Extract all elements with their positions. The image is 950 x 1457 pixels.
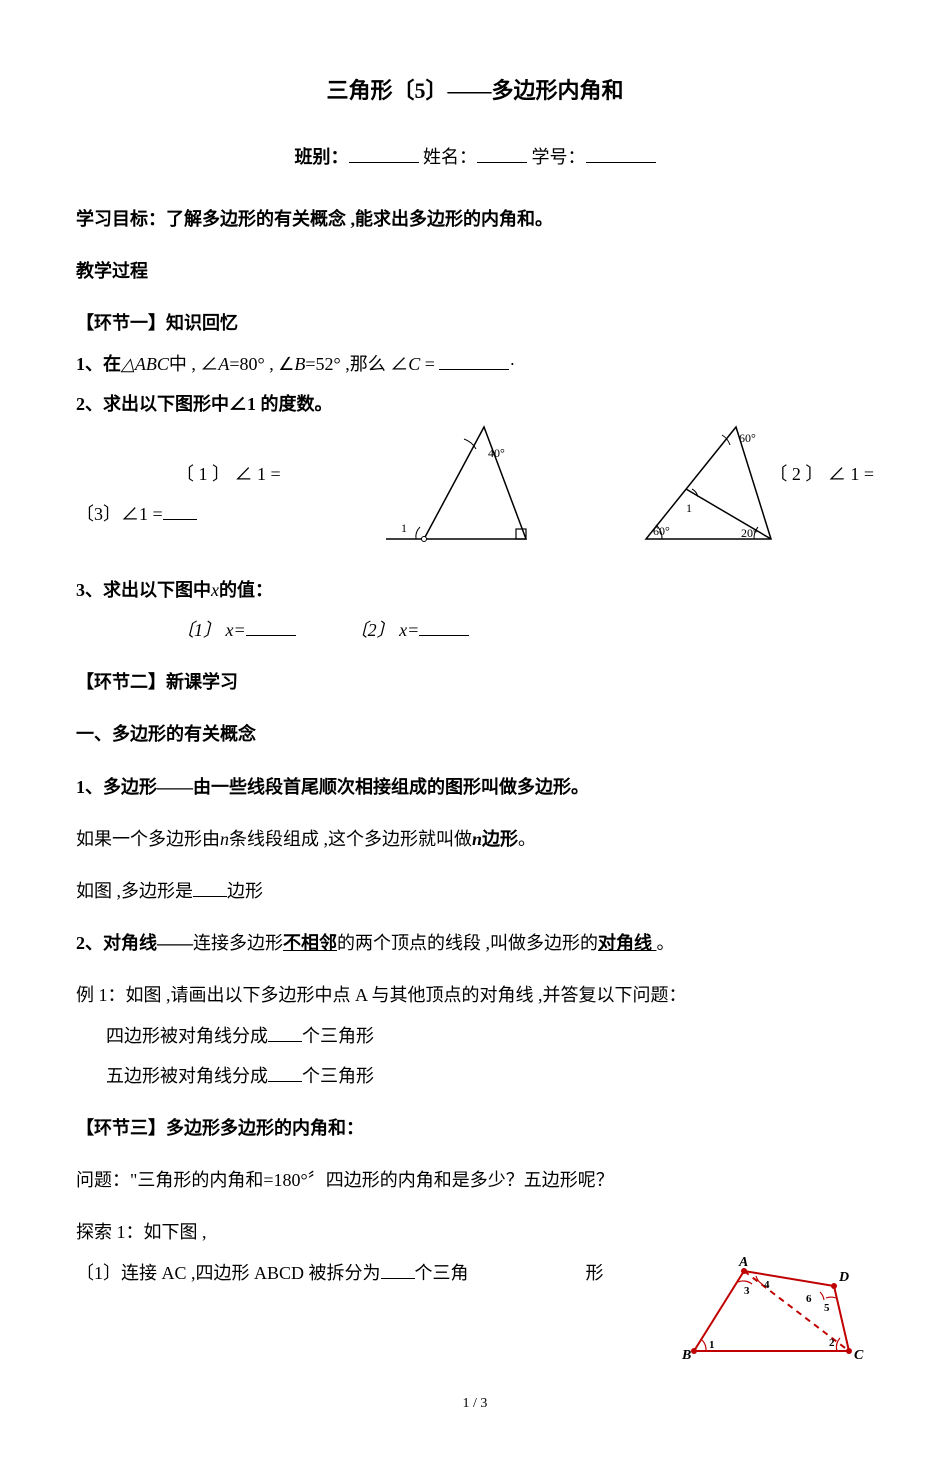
q1-tri: △ABC (121, 354, 169, 374)
q3: 3、求出以下图中x的值： (76, 573, 874, 607)
name-blank (477, 144, 527, 163)
q1-end: · (509, 354, 515, 374)
ex1b-blank (268, 1063, 302, 1082)
e1-pre: 〔1〕连接 AC ,四边形 ABCD 被拆分为 (76, 1263, 381, 1283)
q3-post: 的值： (219, 580, 273, 600)
triangle1-figure: 40° 1 (376, 417, 546, 547)
section3-heading: 【环节三】多边形多边形的内角和： (76, 1111, 874, 1145)
quad-n2: 2 (829, 1337, 835, 1349)
fig1-angle: 40° (488, 446, 505, 460)
p2-end: 。 (518, 829, 536, 849)
fig2-label1: 1 (686, 501, 692, 515)
p2-n1: n (220, 829, 229, 849)
quad-A: A (738, 1256, 748, 1270)
id-blank (586, 144, 656, 163)
p2-n2: n (472, 829, 482, 849)
q1-B: B (294, 354, 305, 374)
quad-n1: 1 (709, 1339, 715, 1351)
fig2-a60b: 60° (653, 524, 670, 538)
section2-heading: 【环节二】新课学习 (76, 665, 874, 699)
class-blank (349, 144, 419, 163)
q2-opt3-wrap: 〔3〕∠1 = (76, 497, 197, 531)
p3-post: 边形 (227, 881, 263, 901)
q3-a-blank (246, 617, 296, 636)
section1-heading: 【环节一】知识回忆 (76, 306, 874, 340)
q1-pre: 1、在 (76, 354, 121, 374)
q1-mid1: 中 , ∠ (169, 354, 219, 374)
q1-C: C (408, 354, 420, 374)
page-number: 1 / 3 (76, 1391, 874, 1418)
sec2-p2: 如果一个多边形由n条线段组成 ,这个多边形就叫做n边形。 (76, 822, 874, 856)
sec3-q: 问题："三角形的内角和=180°〞四边形的内角和是多少？五边形呢？ (76, 1163, 874, 1197)
p2-pre: 如果一个多边形由 (76, 829, 220, 849)
sec2-ex1a: 四边形被对角线分成 个三角形 (76, 1019, 874, 1053)
q2-opt3-blank (163, 501, 197, 520)
page-title: 三角形〔5〕——多边形内角和 (76, 70, 874, 112)
quad-figure-wrap: A B C D 1 2 3 4 5 6 (674, 1256, 874, 1366)
e1-post: 个三角 (415, 1263, 469, 1283)
class-label: 班别： (295, 147, 349, 167)
q3-answers: 〔1〕 x= 〔2〕 x= (76, 613, 874, 647)
q3-pre: 3、求出以下图中 (76, 580, 211, 600)
sec3-e1-row: A B C D 1 2 3 4 5 6 〔1〕连接 AC ,四边形 ABCD 被… (76, 1256, 874, 1366)
id-label: 学号： (532, 147, 586, 167)
sec2-ex1b: 五边形被对角线分成 个三角形 (76, 1059, 874, 1093)
sec2-p3: 如图 ,多边形是 边形 (76, 874, 874, 908)
p3-pre: 如图 ,多边形是 (76, 881, 193, 901)
ex1a-post: 个三角形 (302, 1026, 374, 1046)
objective: 学习目标：了解多边形的有关概念 ,能求出多边形的内角和。 (76, 202, 874, 236)
ex1b-post: 个三角形 (302, 1066, 374, 1086)
p4-c: 不相邻 (283, 933, 337, 953)
quad-B: B (681, 1348, 691, 1363)
q3-b-blank (419, 617, 469, 636)
q1-mid3: =52° ,那么 ∠ (305, 354, 408, 374)
p4-d: 的两个顶点的线段 ,叫做多边形的 (337, 933, 598, 953)
p3-blank (193, 878, 227, 897)
q3-a: 〔1〕 x= (176, 620, 246, 640)
p2-post: 边形 (482, 829, 518, 849)
q3-x: x (211, 580, 219, 600)
header-fields: 班别： 姓名： 学号： (76, 140, 874, 174)
ex1a-blank (268, 1023, 302, 1042)
fig1-label1: 1 (401, 521, 407, 535)
process-label: 教学过程 (76, 254, 874, 288)
p4-f: 。 (657, 933, 675, 953)
q1-mid2: =80° , ∠ (229, 354, 294, 374)
quad-D: D (838, 1270, 849, 1285)
quad-n5: 5 (824, 1302, 830, 1314)
q2-opt1: 〔 1 〕 ∠ 1 = (176, 457, 281, 491)
sec2-sub1: 一、多边形的有关概念 (76, 717, 874, 751)
q1-blank (439, 351, 509, 370)
sec2-p1: 1、多边形——由一些线段首尾顺次相接组成的图形叫做多边形。 (76, 770, 874, 804)
e1-blank (381, 1260, 415, 1279)
p4-a: 2、对角线—— (76, 933, 193, 953)
name-label: 姓名： (423, 147, 477, 167)
q3-b: 〔2〕 x= (350, 620, 420, 640)
quad-n4: 4 (764, 1279, 770, 1291)
p2-mid: 条线段组成 ,这个多边形就叫做 (229, 829, 472, 849)
p4-e: 对角线 (598, 933, 657, 953)
quad-figure: A B C D 1 2 3 4 5 6 (674, 1256, 874, 1366)
geom-row: 〔 1 〕 ∠ 1 = 40° 1 60° 60° 20° 1 〔 2 〕 ∠ … (76, 427, 874, 567)
q1-A: A (218, 354, 229, 374)
quad-n3: 3 (744, 1285, 750, 1297)
q1: 1、在△ABC中 , ∠A=80° , ∠B=52° ,那么 ∠C = · (76, 347, 874, 381)
q2-opt3: 〔3〕∠1 = (76, 504, 163, 524)
sec3-exp: 探索 1：如下图 , (76, 1215, 874, 1249)
ex1a-pre: 四边形被对角线分成 (106, 1026, 268, 1046)
e1-tail: 形 (586, 1263, 604, 1283)
quad-C: C (854, 1348, 864, 1363)
fig2-a20: 20° (741, 526, 758, 540)
q2: 2、求出以下图形中∠1 的度数。 (76, 387, 874, 421)
q1-eq: = (420, 354, 439, 374)
p4-b: 连接多边形 (193, 933, 283, 953)
q2-opt2: 〔 2 〕 ∠ 1 = (769, 457, 874, 491)
fig2-a60t: 60° (739, 431, 756, 445)
objective-label: 学习目标： (76, 209, 166, 229)
sec2-p4: 2、对角线——连接多边形不相邻的两个顶点的线段 ,叫做多边形的对角线 。 (76, 926, 874, 960)
ex1b-pre: 五边形被对角线分成 (106, 1066, 268, 1086)
objective-text: 了解多边形的有关概念 ,能求出多边形的内角和。 (166, 209, 553, 229)
sec2-ex1: 例 1：如图 ,请画出以下多边形中点 A 与其他顶点的对角线 ,并答复以下问题： (76, 978, 874, 1012)
quad-n6: 6 (806, 1293, 812, 1305)
